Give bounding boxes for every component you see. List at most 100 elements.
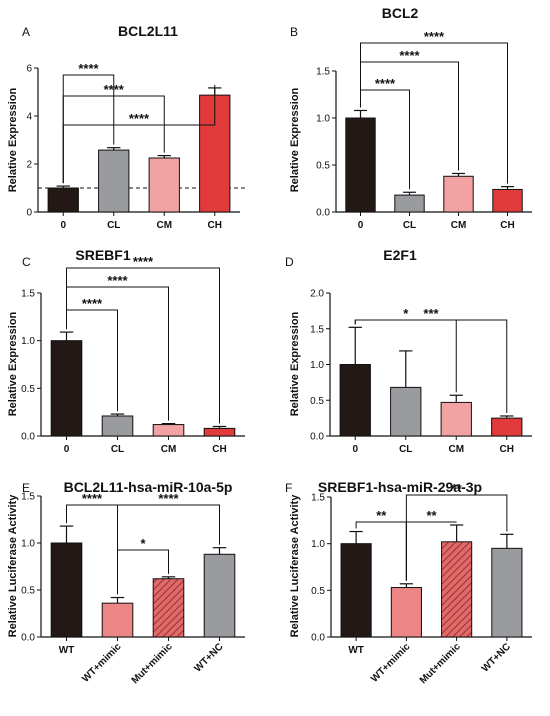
bar [492,188,523,213]
significance-label: **** [104,82,125,97]
significance-label: **** [129,111,150,126]
y-tick-label: 2 [26,160,32,171]
significance-bracket [354,319,508,413]
significance-bracket [66,267,220,424]
bar [491,547,523,638]
significance-label: **** [133,254,154,269]
y-tick-label: 0.0 [316,208,330,219]
significance-label: **** [82,491,103,506]
y-tick-label: 1.5 [311,493,325,504]
significance-label: **** [399,48,420,63]
y-tick-label: 1.0 [310,360,324,371]
significance-label: **** [158,491,179,506]
significance-label: ** [452,481,463,496]
x-tick-label: WT+mimic [80,641,124,685]
x-tick-label: 0 [352,444,358,455]
y-tick-label: 4 [26,112,32,123]
bar [443,175,474,213]
bar [152,578,185,638]
x-tick-label: CL [111,444,124,455]
panel-letter: F [285,481,292,495]
significance-label: **** [375,76,396,91]
significance-label: **** [78,61,99,76]
x-tick-label: WT [348,645,364,656]
y-tick-label: 0.5 [316,161,330,172]
y-axis-label: Relative Luciferase Activity [7,494,19,638]
panel-title: E2F1 [383,247,417,263]
significance-label: *** [423,306,439,321]
bar [98,149,130,213]
significance-label: ** [376,508,387,523]
y-tick-label: 0.0 [311,633,325,644]
panel-letter: A [22,25,30,39]
y-tick-label: 6 [26,64,32,75]
y-axis-label: Relative Expression [289,87,301,192]
y-tick-label: 0.5 [311,586,325,597]
panel-title: SREBF1 [75,247,130,263]
panel-title: SREBF1-hsa-miR-29a-3p [318,479,482,495]
x-tick-label: CL [399,444,412,455]
y-tick-label: 1.5 [21,492,35,503]
panel-letter: D [285,255,294,269]
y-tick-label: 0.5 [21,586,35,597]
bar [47,187,79,213]
y-tick-label: 0.5 [310,396,324,407]
x-tick-label: Mut+mimic [418,641,463,686]
bar [203,427,236,437]
y-tick-label: 1.0 [21,539,35,550]
x-tick-label: CM [161,444,177,455]
bar [203,553,236,638]
x-tick-label: CL [403,220,416,231]
panel-a: A BCL2L11 Relative Expression 0 2 4 6 0 CL CM CH **… [7,23,248,231]
bar [152,424,185,437]
y-tick-label: 1.5 [310,324,324,335]
bar [441,541,473,638]
panel-b: B BCL2 Relative Expression 0.0 0.5 1.0 1.5 0 CL C… [289,5,532,231]
y-tick-label: 1.0 [316,114,330,125]
panel-e: E BCL2L11-hsa-miR-10a-5p Relative Lucifera… [7,479,245,686]
y-tick-label: 0.5 [21,384,35,395]
y-tick-label: 1.0 [311,539,325,550]
bar [394,194,425,213]
x-tick-label: WT+NC [480,641,513,674]
significance-label: **** [107,273,128,288]
significance-label: * [140,536,146,551]
y-tick-label: 1.5 [21,289,35,300]
panel-letter: B [290,25,298,39]
panel-d: D E2F1 Relative Expression 0.0 0.5 1.0 1.5 2.0 0… [285,247,532,455]
y-tick-label: 2.0 [310,289,324,300]
panel-title: BCL2L11-hsa-miR-10a-5p [64,479,233,495]
x-tick-label: WT+NC [192,641,225,674]
bar [148,157,180,213]
x-tick-label: 0 [64,444,70,455]
y-tick-label: 0.0 [21,633,35,644]
x-tick-label: CL [107,220,120,231]
x-tick-label: CH [208,220,222,231]
significance-bracket [405,494,508,581]
panel-letter: E [22,481,30,495]
bar [50,542,83,638]
significance-label: * [403,306,409,321]
x-tick-label: CH [500,220,514,231]
significance-label: **** [424,29,445,44]
bar [440,401,472,437]
panel-title: BCL2L11 [118,23,178,39]
significance-label: **** [82,296,103,311]
bar [339,364,371,437]
y-tick-label: 1.5 [316,67,330,78]
bar [390,386,422,437]
y-axis-label: Relative Expression [7,87,19,192]
x-tick-label: CM [451,220,467,231]
bar [50,340,83,437]
x-tick-label: CM [448,444,464,455]
y-axis-label: Relative Expression [289,311,301,416]
bar [390,587,422,638]
x-tick-label: WT [59,645,75,656]
significance-label: ** [426,508,437,523]
bar [340,543,372,638]
x-tick-label: CM [156,220,172,231]
y-tick-label: 0 [26,208,32,219]
bar [491,417,523,437]
